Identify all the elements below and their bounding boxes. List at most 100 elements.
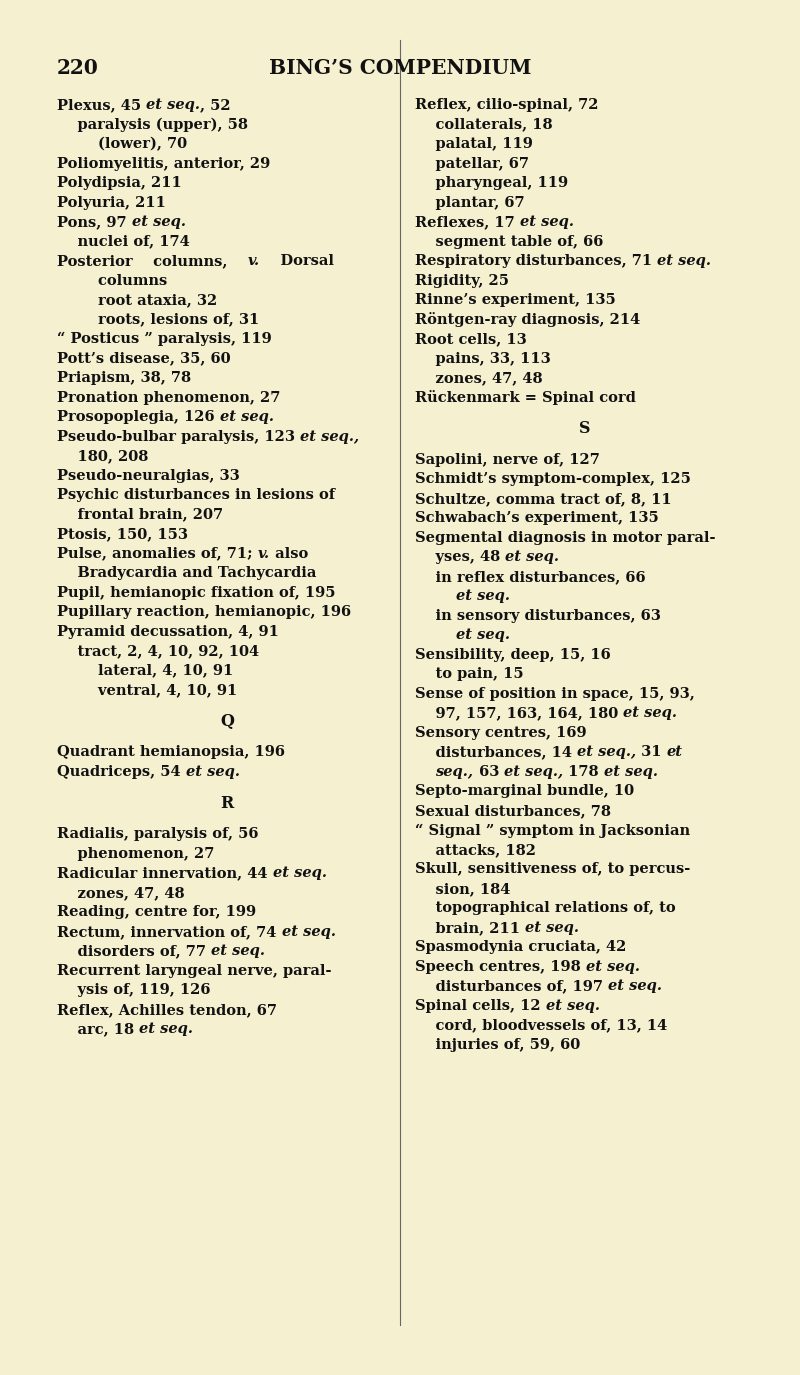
Text: ysis of, 119, 126: ysis of, 119, 126 bbox=[57, 983, 210, 997]
Text: Sensibility, deep, 15, 16: Sensibility, deep, 15, 16 bbox=[415, 648, 610, 661]
Text: Pseudo-bulbar paralysis, 123: Pseudo-bulbar paralysis, 123 bbox=[57, 429, 300, 444]
Text: Spinal cells, 12: Spinal cells, 12 bbox=[415, 998, 546, 1013]
Text: Septo-marginal bundle, 10: Septo-marginal bundle, 10 bbox=[415, 784, 634, 799]
Text: segment table of, 66: segment table of, 66 bbox=[415, 235, 603, 249]
Text: zones, 47, 48: zones, 47, 48 bbox=[415, 371, 542, 385]
Text: ventral, 4, 10, 91: ventral, 4, 10, 91 bbox=[57, 683, 238, 697]
Text: 97, 157, 163, 164, 180: 97, 157, 163, 164, 180 bbox=[415, 707, 623, 720]
Text: in reflex disturbances, 66: in reflex disturbances, 66 bbox=[415, 569, 646, 584]
Text: Priapism, 38, 78: Priapism, 38, 78 bbox=[57, 371, 191, 385]
Text: Bradycardia and Tachycardia: Bradycardia and Tachycardia bbox=[57, 566, 316, 580]
Text: et seq.,: et seq., bbox=[504, 765, 563, 778]
Text: Reflexes, 17: Reflexes, 17 bbox=[415, 214, 520, 230]
Text: Sexual disturbances, 78: Sexual disturbances, 78 bbox=[415, 804, 611, 818]
Text: Sapolini, nerve of, 127: Sapolini, nerve of, 127 bbox=[415, 452, 600, 468]
Text: plantar, 67: plantar, 67 bbox=[415, 195, 525, 209]
Text: et seq.: et seq. bbox=[273, 866, 326, 880]
Text: et seq.: et seq. bbox=[456, 590, 510, 604]
Text: Plexus, 45: Plexus, 45 bbox=[57, 98, 146, 111]
Text: Rectum, innervation of, 74: Rectum, innervation of, 74 bbox=[57, 925, 282, 939]
Text: Pyramid decussation, 4, 91: Pyramid decussation, 4, 91 bbox=[57, 624, 279, 638]
Text: arc, 18: arc, 18 bbox=[57, 1022, 139, 1037]
Text: Rigidity, 25: Rigidity, 25 bbox=[415, 274, 509, 287]
Text: tract, 2, 4, 10, 92, 104: tract, 2, 4, 10, 92, 104 bbox=[57, 644, 259, 659]
Text: et seq.: et seq. bbox=[139, 1022, 194, 1037]
Text: Reflex, Achilles tendon, 67: Reflex, Achilles tendon, 67 bbox=[57, 1002, 277, 1016]
Text: pains, 33, 113: pains, 33, 113 bbox=[415, 352, 550, 366]
Text: Reading, centre for, 199: Reading, centre for, 199 bbox=[57, 905, 256, 920]
Text: patellar, 67: patellar, 67 bbox=[415, 157, 529, 170]
Text: et seq.: et seq. bbox=[608, 979, 662, 993]
Text: “ Posticus ” paralysis, 119: “ Posticus ” paralysis, 119 bbox=[57, 331, 272, 346]
Text: Sensory centres, 169: Sensory centres, 169 bbox=[415, 726, 586, 740]
Text: (lower), 70: (lower), 70 bbox=[57, 138, 187, 151]
Text: sion, 184: sion, 184 bbox=[415, 881, 510, 896]
Text: 220: 220 bbox=[57, 58, 99, 78]
Text: Radicular innervation, 44: Radicular innervation, 44 bbox=[57, 866, 273, 880]
Text: Pronation phenomenon, 27: Pronation phenomenon, 27 bbox=[57, 390, 280, 404]
Text: injuries of, 59, 60: injuries of, 59, 60 bbox=[415, 1038, 580, 1052]
Text: collaterals, 18: collaterals, 18 bbox=[415, 117, 553, 132]
Text: Pseudo-neuralgias, 33: Pseudo-neuralgias, 33 bbox=[57, 469, 240, 483]
Text: Schultze, comma tract of, 8, 11: Schultze, comma tract of, 8, 11 bbox=[415, 492, 672, 506]
Text: et seq.,: et seq., bbox=[300, 429, 359, 444]
Text: Segmental diagnosis in motor paral-: Segmental diagnosis in motor paral- bbox=[415, 531, 715, 544]
Text: v.: v. bbox=[258, 546, 270, 561]
Text: Speech centres, 198: Speech centres, 198 bbox=[415, 960, 586, 973]
Text: Dorsal: Dorsal bbox=[260, 254, 334, 268]
Text: et seq.: et seq. bbox=[220, 410, 274, 424]
Text: Spasmodynia cruciata, 42: Spasmodynia cruciata, 42 bbox=[415, 941, 626, 954]
Text: Sense of position in space, 15, 93,: Sense of position in space, 15, 93, bbox=[415, 688, 694, 701]
Text: seq.,: seq., bbox=[435, 765, 474, 778]
Text: et seq.: et seq. bbox=[186, 765, 240, 778]
Text: Posterior    columns,: Posterior columns, bbox=[57, 254, 248, 268]
Text: frontal brain, 207: frontal brain, 207 bbox=[57, 507, 223, 521]
Text: Reflex, cilio-spinal, 72: Reflex, cilio-spinal, 72 bbox=[415, 98, 598, 111]
Text: disorders of, 77: disorders of, 77 bbox=[57, 945, 211, 958]
Text: Rückenmark = Spinal cord: Rückenmark = Spinal cord bbox=[415, 390, 636, 406]
Text: in sensory disturbances, 63: in sensory disturbances, 63 bbox=[415, 609, 661, 623]
Text: Polyuria, 211: Polyuria, 211 bbox=[57, 195, 166, 209]
Text: Recurrent laryngeal nerve, paral-: Recurrent laryngeal nerve, paral- bbox=[57, 964, 331, 978]
Text: et seq.: et seq. bbox=[456, 628, 510, 642]
Text: Skull, sensitiveness of, to percus-: Skull, sensitiveness of, to percus- bbox=[415, 862, 690, 876]
Text: brain, 211: brain, 211 bbox=[415, 921, 525, 935]
Text: Radialis, paralysis of, 56: Radialis, paralysis of, 56 bbox=[57, 828, 258, 842]
Text: et seq.: et seq. bbox=[546, 998, 600, 1013]
Text: et seq.: et seq. bbox=[525, 921, 579, 935]
Text: Psychic disturbances in lesions of: Psychic disturbances in lesions of bbox=[57, 488, 335, 502]
Text: disturbances, 14: disturbances, 14 bbox=[415, 745, 577, 759]
Text: 63: 63 bbox=[474, 765, 504, 778]
Text: et seq.,: et seq., bbox=[577, 745, 636, 759]
Text: phenomenon, 27: phenomenon, 27 bbox=[57, 847, 214, 861]
Text: also: also bbox=[270, 546, 308, 561]
Text: , 52: , 52 bbox=[200, 98, 231, 111]
Text: Ptosis, 150, 153: Ptosis, 150, 153 bbox=[57, 527, 188, 540]
Text: Pulse, anomalies of, 71;: Pulse, anomalies of, 71; bbox=[57, 546, 258, 561]
Text: Rinne’s experiment, 135: Rinne’s experiment, 135 bbox=[415, 293, 616, 307]
Text: R: R bbox=[220, 795, 234, 811]
Text: 180, 208: 180, 208 bbox=[57, 450, 148, 463]
Text: “ Signal ” symptom in Jacksonian: “ Signal ” symptom in Jacksonian bbox=[415, 824, 690, 837]
Text: Schwabach’s experiment, 135: Schwabach’s experiment, 135 bbox=[415, 512, 658, 525]
Text: et seq.: et seq. bbox=[211, 945, 265, 958]
Text: et seq.: et seq. bbox=[586, 960, 640, 973]
Text: et seq.: et seq. bbox=[623, 707, 678, 720]
Text: nuclei of, 174: nuclei of, 174 bbox=[57, 235, 190, 249]
Text: Quadriceps, 54: Quadriceps, 54 bbox=[57, 765, 186, 778]
Text: Pott’s disease, 35, 60: Pott’s disease, 35, 60 bbox=[57, 352, 230, 366]
Text: attacks, 182: attacks, 182 bbox=[415, 843, 536, 857]
Text: 31: 31 bbox=[636, 745, 667, 759]
Text: Q: Q bbox=[220, 712, 234, 730]
Text: pharyngeal, 119: pharyngeal, 119 bbox=[415, 176, 568, 190]
Text: 178: 178 bbox=[563, 765, 604, 778]
Text: Pupillary reaction, hemianopic, 196: Pupillary reaction, hemianopic, 196 bbox=[57, 605, 351, 619]
Text: to pain, 15: to pain, 15 bbox=[415, 667, 524, 682]
Text: disturbances of, 197: disturbances of, 197 bbox=[415, 979, 608, 993]
Text: et seq.: et seq. bbox=[132, 214, 186, 230]
Text: root ataxia, 32: root ataxia, 32 bbox=[57, 293, 218, 307]
Text: v.: v. bbox=[248, 254, 260, 268]
Text: Root cells, 13: Root cells, 13 bbox=[415, 331, 526, 346]
Text: et: et bbox=[667, 745, 683, 759]
Text: yses, 48: yses, 48 bbox=[415, 550, 506, 564]
